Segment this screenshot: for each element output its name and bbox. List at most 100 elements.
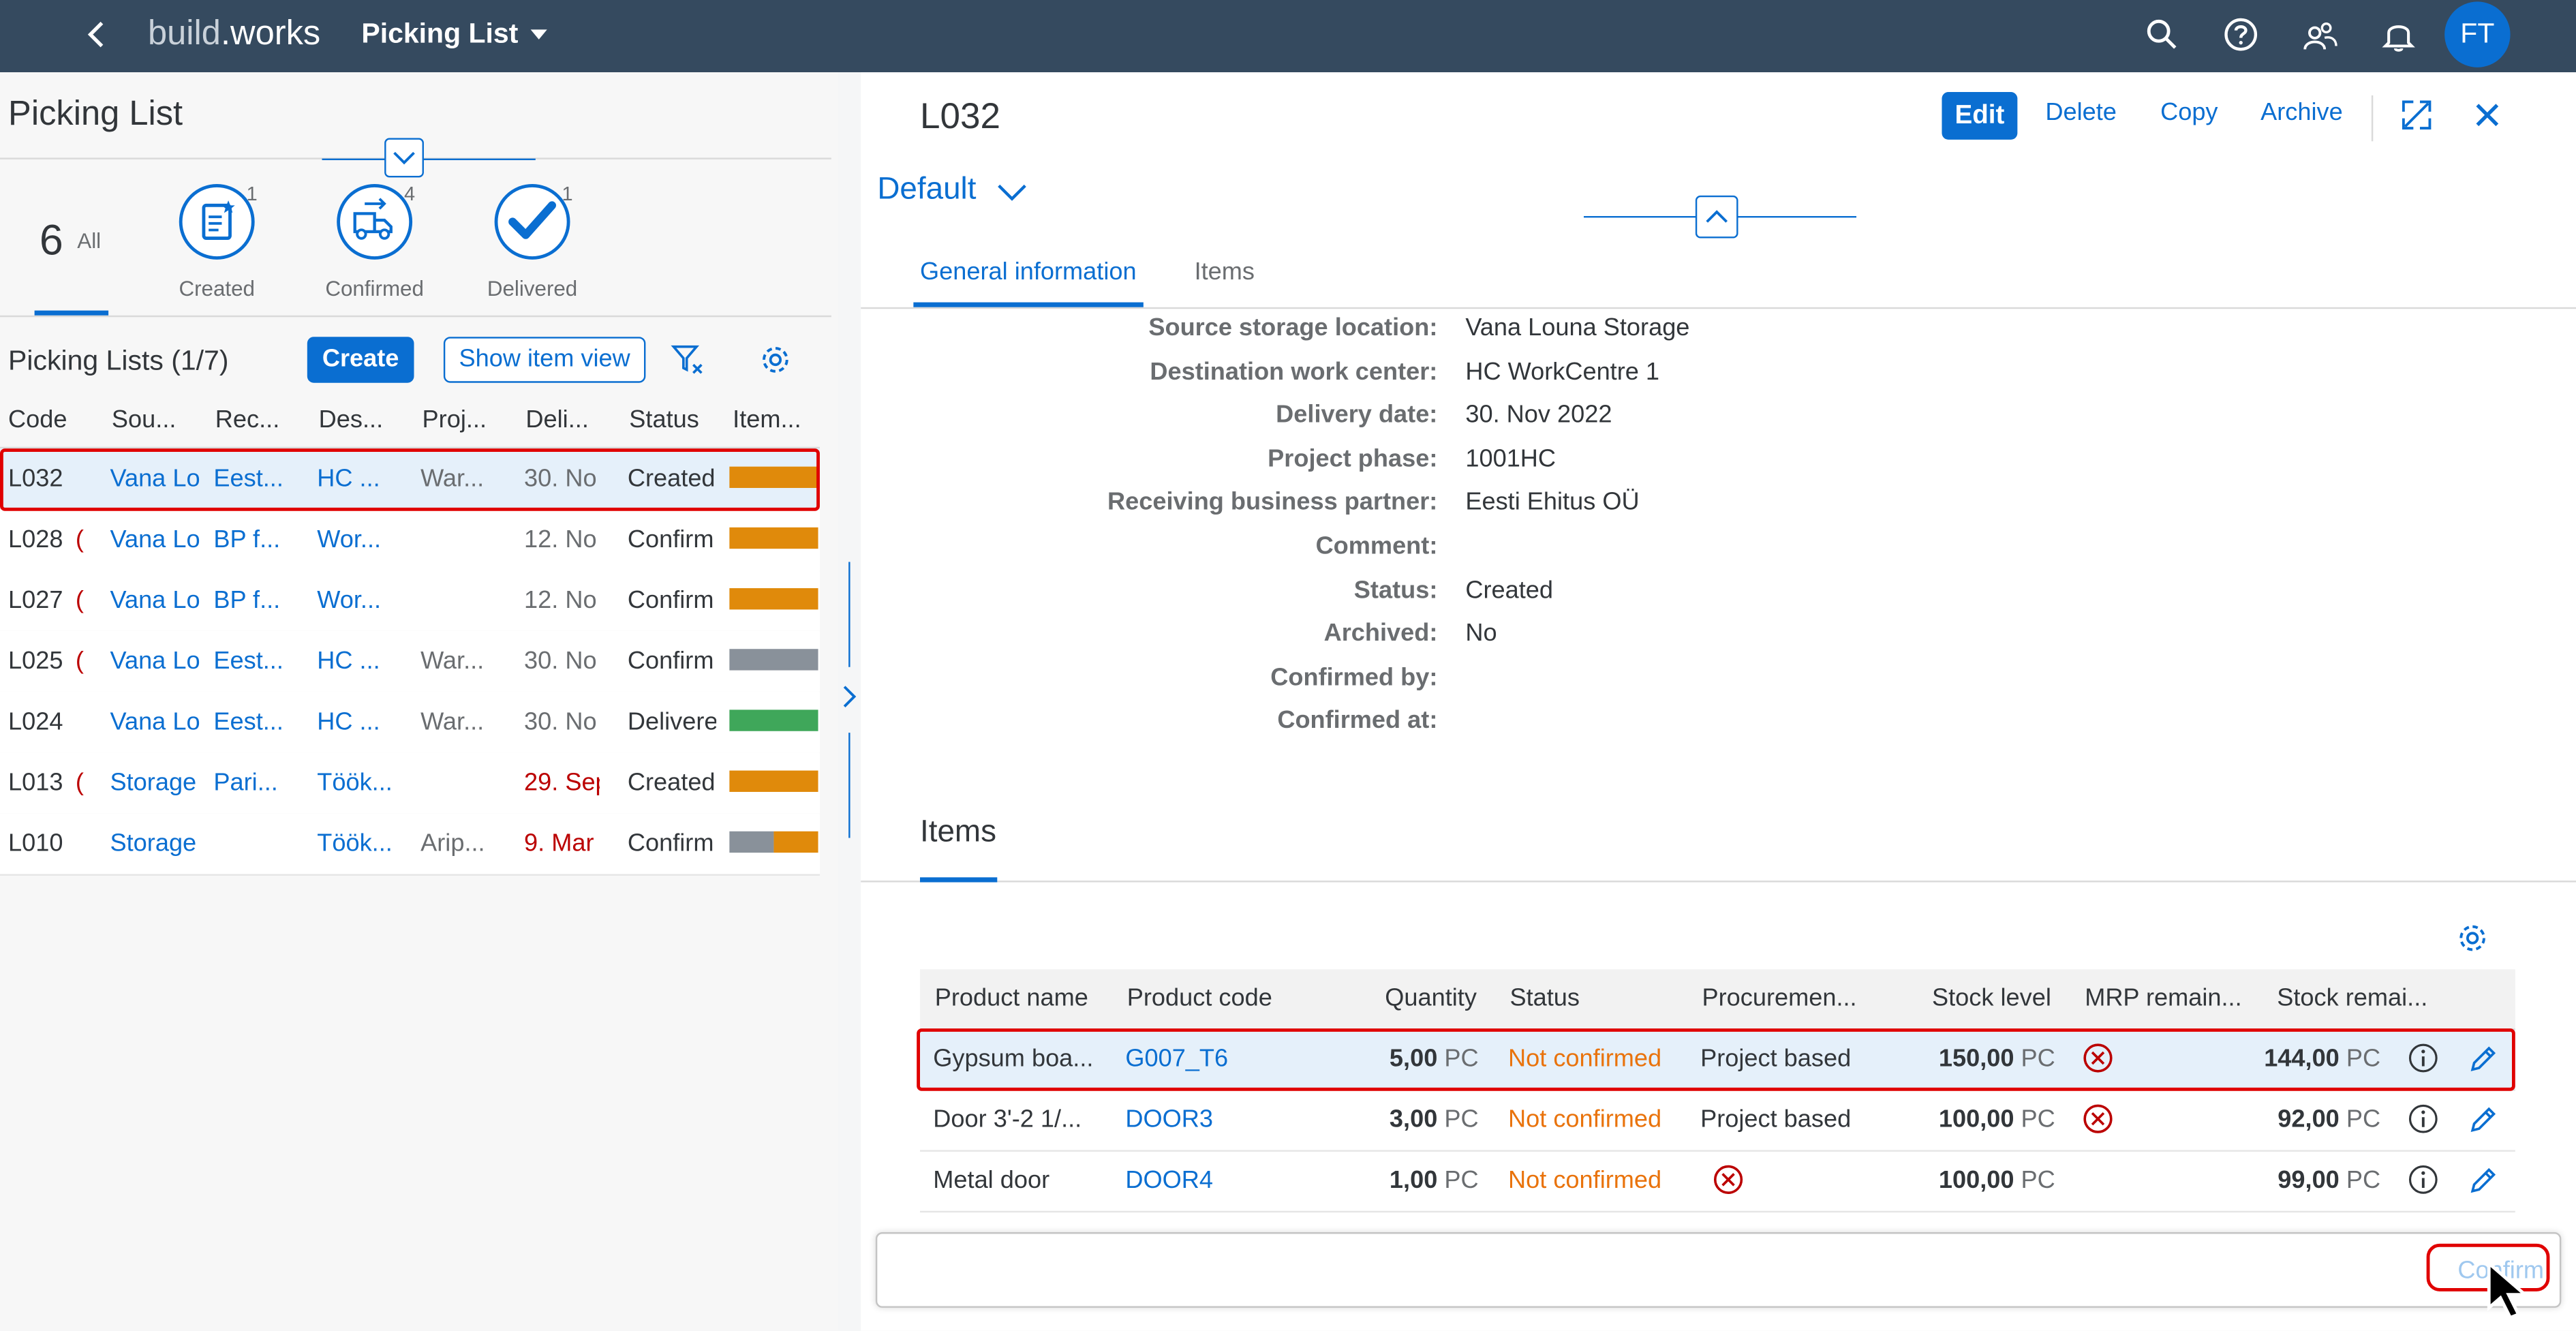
info-icon[interactable] (2407, 1103, 2440, 1135)
row-source[interactable]: Storage (110, 829, 197, 858)
info-icon[interactable] (2407, 1163, 2440, 1196)
close-icon[interactable] (2469, 97, 2505, 133)
search-icon[interactable] (2144, 16, 2180, 52)
col-product-code[interactable]: Product code (1126, 984, 1272, 1012)
edit-button[interactable]: Edit (1942, 91, 2018, 140)
col-quantity[interactable]: Quantity (1385, 984, 1477, 1012)
row-delivery-date: 9. Mar (524, 829, 594, 858)
table-row[interactable]: L028 (Vana Lo BP f... Wor... 12. No Confirm (0, 509, 820, 572)
fullscreen-icon[interactable] (2399, 97, 2435, 133)
help-icon[interactable] (2223, 16, 2259, 52)
item-product-code[interactable]: G007_T6 (1125, 1045, 1229, 1073)
tab-items[interactable]: Items (1194, 258, 1255, 286)
table-row[interactable]: Metal door DOOR4 1,00 PC Not confirmed 100,0… (919, 1151, 2515, 1213)
edit-icon[interactable] (2466, 1165, 2498, 1197)
chevron-down-icon[interactable] (529, 25, 549, 44)
app-title[interactable]: Picking List (361, 18, 519, 50)
col-delivery[interactable]: Deli... (525, 406, 589, 434)
col-destination[interactable]: Des... (318, 406, 384, 434)
quantity-value: 3,00 (1389, 1105, 1438, 1134)
pane-splitter[interactable] (838, 72, 861, 1331)
row-code: L028 (8, 525, 63, 554)
col-mrp-remaining[interactable]: MRP remain... (2085, 984, 2242, 1012)
row-marker: ( (75, 647, 84, 675)
app-logo[interactable]: build.works (147, 14, 321, 53)
row-source[interactable]: Vana Lo (110, 647, 200, 675)
edit-icon[interactable] (2466, 1104, 2498, 1137)
show-item-view-button[interactable]: Show item view (443, 337, 646, 383)
people-icon[interactable] (2301, 16, 2337, 52)
item-product-code[interactable]: DOOR4 (1125, 1166, 1213, 1195)
col-stock-level[interactable]: Stock level (1931, 984, 2051, 1012)
col-project[interactable]: Proj... (422, 406, 487, 434)
settings-icon[interactable] (757, 341, 793, 378)
row-destination[interactable]: Töök... (317, 829, 393, 858)
table-row[interactable]: L024 Vana Lo Eest... HC ... War... 30. No Deli… (0, 691, 820, 754)
tab-general-information[interactable]: General information (919, 258, 1137, 286)
row-source[interactable]: Vana Lo (110, 586, 200, 615)
col-stock-remaining[interactable]: Stock remai... (2277, 984, 2428, 1012)
settings-icon[interactable] (2455, 920, 2491, 956)
col-procurement[interactable]: Procuremen... (1702, 984, 1857, 1012)
bell-icon[interactable] (2380, 16, 2417, 52)
row-receiving[interactable]: BP f... (213, 586, 281, 615)
chevron-right-icon[interactable] (838, 684, 861, 710)
row-destination[interactable]: Wor... (317, 586, 382, 615)
row-receiving[interactable]: Eest... (213, 708, 283, 736)
table-row[interactable]: L032 Vana Lo Eest... HC ... War... 30. No Crea… (0, 448, 820, 511)
col-status[interactable]: Status (629, 406, 699, 434)
col-code[interactable]: Code (8, 406, 67, 434)
col-status[interactable]: Status (1509, 984, 1580, 1012)
delete-button[interactable]: Delete (2045, 98, 2117, 127)
row-receiving[interactable]: Eest... (213, 647, 283, 675)
table-row[interactable]: L010 Storage Töök... Arip... 9. Mar Confirm (0, 813, 820, 876)
row-receiving[interactable]: Eest... (213, 465, 283, 493)
col-product-name[interactable]: Product name (934, 984, 1088, 1012)
progress-segment (773, 831, 818, 853)
row-receiving[interactable]: Pari... (213, 769, 278, 797)
chevron-down-icon[interactable] (996, 179, 1028, 206)
table-row[interactable]: L025 (Vana Lo Eest... HC ... War... 30. No Con… (0, 630, 820, 694)
col-source[interactable]: Sou... (111, 406, 177, 434)
clear-filter-icon[interactable] (671, 341, 707, 378)
kpi-created[interactable]: 1 Created (138, 183, 295, 301)
form-value: 1001HC (1465, 444, 1557, 473)
row-destination[interactable]: HC ... (317, 647, 380, 675)
row-marker: ( (75, 586, 84, 615)
collapse-header-button[interactable] (1695, 195, 1738, 239)
copy-button[interactable]: Copy (2160, 98, 2218, 127)
row-source[interactable]: Vana Lo (110, 465, 200, 493)
archive-button[interactable]: Archive (2260, 98, 2343, 127)
col-receiving[interactable]: Rec... (215, 406, 280, 434)
row-receiving[interactable]: BP f... (213, 525, 281, 554)
form-value[interactable]: Eesti Ehitus OÜ (1465, 488, 1640, 517)
back-icon[interactable] (79, 16, 115, 52)
table-row[interactable]: Door 3'-2 1/... DOOR3 3,00 PC Not confirmed… (919, 1090, 2515, 1152)
row-destination[interactable]: HC ... (317, 465, 380, 493)
table-row[interactable]: L027 (Vana Lo BP f... Wor... 12. No Confirm (0, 570, 820, 633)
row-destination[interactable]: HC ... (317, 708, 380, 736)
all-count[interactable]: 6 (39, 215, 63, 265)
kpi-confirmed[interactable]: 4 Confirmed (296, 183, 453, 301)
item-product-code[interactable]: DOOR3 (1125, 1105, 1213, 1134)
table-row[interactable]: Gypsum boa... G007_T6 5,00 PC Not confirmed… (919, 1030, 2515, 1091)
form-value[interactable]: Vana Louna Storage (1465, 313, 1690, 342)
all-label[interactable]: All (77, 228, 102, 254)
list-pane: Picking List 6 All 1 Created 4 Confirmed (0, 72, 838, 1331)
row-source[interactable]: Storage (110, 769, 197, 797)
info-icon[interactable] (2407, 1041, 2440, 1074)
col-items[interactable]: Item... (733, 406, 801, 434)
edit-icon[interactable] (2466, 1043, 2498, 1076)
row-destination[interactable]: Töök... (317, 769, 393, 797)
variant-selector[interactable]: Default (877, 172, 976, 209)
avatar[interactable]: FT (2444, 1, 2511, 67)
kpi-delivered[interactable]: 1 Delivered (453, 183, 611, 301)
create-button[interactable]: Create (307, 337, 414, 383)
row-source[interactable]: Vana Lo (110, 525, 200, 554)
table-row[interactable]: L013 (Storage Pari... Töök... 29. Sep Created (0, 752, 820, 815)
collapse-header-button[interactable] (384, 138, 424, 178)
remaining-value: 92,00 (2278, 1105, 2340, 1134)
row-destination[interactable]: Wor... (317, 525, 382, 554)
form-value[interactable]: HC WorkCentre 1 (1465, 357, 1660, 386)
row-source[interactable]: Vana Lo (110, 708, 200, 736)
